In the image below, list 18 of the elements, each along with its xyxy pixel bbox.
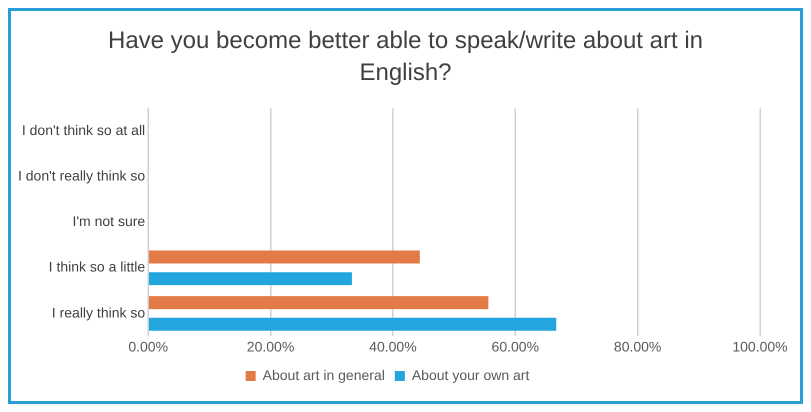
y-tick-label: I don't think so at all [22, 122, 146, 138]
y-tick-label: I think so a little [48, 258, 146, 275]
x-tick-label: 0.00% [128, 338, 168, 354]
legend-label: About your own art [412, 366, 530, 383]
bar [148, 296, 488, 310]
y-tick-label: I really think so [52, 304, 146, 320]
x-tick-label: 20.00% [246, 338, 294, 354]
y-tick-label: I don't really think so [18, 168, 146, 184]
x-tick-label: 100.00% [732, 338, 788, 354]
bar [148, 272, 352, 286]
x-tick-label: 60.00% [492, 338, 540, 354]
bar [148, 318, 556, 331]
x-tick-label: 40.00% [369, 338, 417, 354]
chart-title: Have you become better able to speak/write about art in English? [106, 26, 704, 88]
x-tick-label: 80.00% [614, 338, 662, 354]
legend-label: About art in general [262, 366, 385, 383]
y-tick-label: I'm not sure [72, 213, 146, 230]
bar [148, 250, 420, 264]
